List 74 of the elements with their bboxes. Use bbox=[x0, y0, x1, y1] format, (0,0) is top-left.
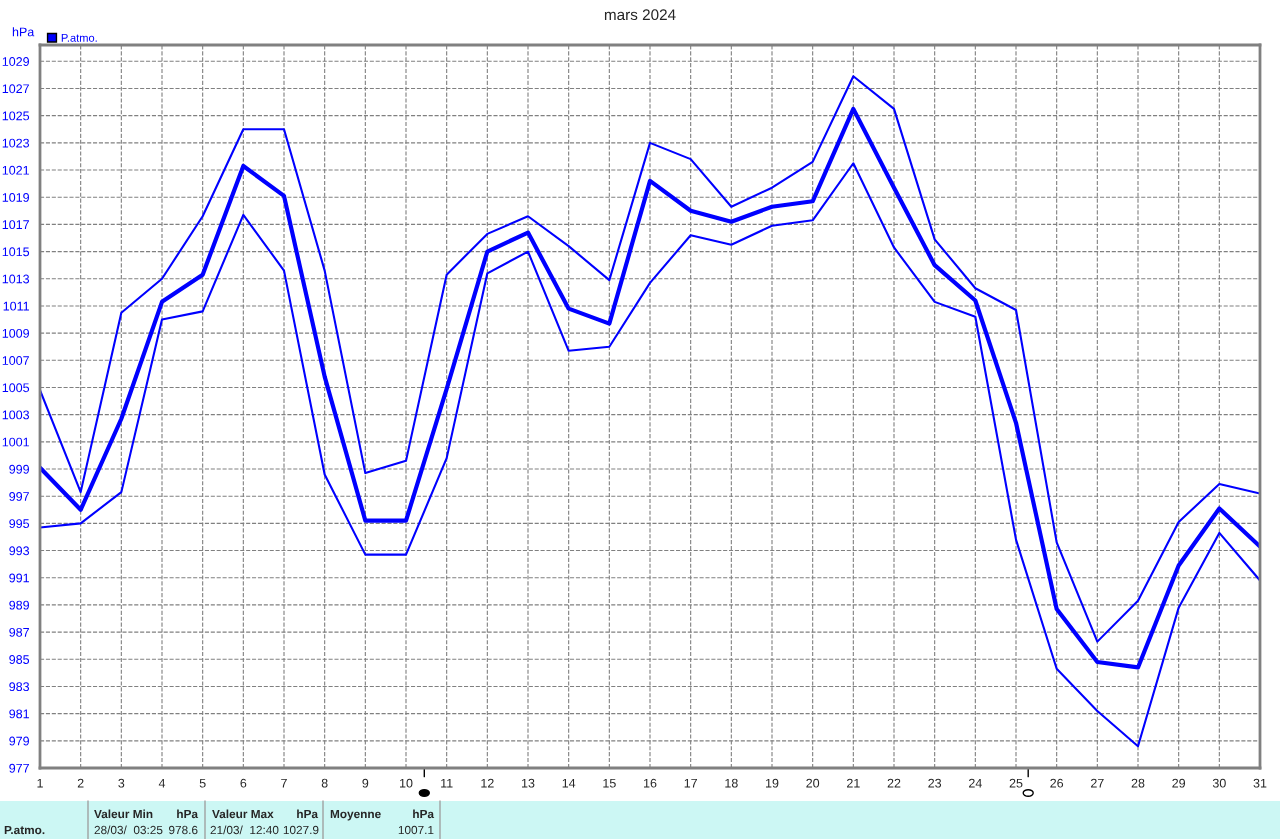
y-tick-label: 1025 bbox=[2, 111, 30, 121]
text: hPa bbox=[413, 809, 435, 819]
y-tick-label: 989 bbox=[9, 600, 29, 610]
y-tick-label: 1003 bbox=[2, 410, 30, 420]
y-axis-title: hPa bbox=[12, 27, 35, 37]
text: 28/03/ 03:25 bbox=[94, 825, 163, 835]
x-tick-label: 9 bbox=[362, 778, 369, 788]
y-tick-label: 987 bbox=[9, 627, 29, 637]
x-tick-label: 8 bbox=[321, 778, 328, 788]
y-tick-label: 979 bbox=[9, 736, 29, 746]
x-tick-label: 5 bbox=[199, 778, 206, 788]
y-tick-label: 1015 bbox=[2, 247, 30, 257]
chart-title: mars 2024 bbox=[604, 9, 676, 21]
y-tick-label: 1027 bbox=[2, 84, 29, 94]
x-tick-label: 19 bbox=[766, 778, 779, 788]
text: hPa bbox=[297, 809, 319, 819]
y-tick-label: 1029 bbox=[2, 57, 29, 66]
y-tick-label: 977 bbox=[9, 763, 29, 773]
text: 1007.1 bbox=[398, 825, 434, 835]
x-tick-label: 13 bbox=[522, 778, 535, 788]
x-tick-label: 31 bbox=[1253, 778, 1267, 788]
x-tick-label: 2 bbox=[77, 778, 84, 788]
x-tick-label: 29 bbox=[1172, 778, 1186, 788]
text: 1027.9 bbox=[283, 825, 319, 835]
text: hPa bbox=[177, 809, 199, 819]
text: Valeur Min bbox=[94, 809, 153, 819]
x-tick-label: 27 bbox=[1091, 778, 1104, 788]
x-tick-label: 1 bbox=[37, 778, 43, 788]
x-tick-label: 11 bbox=[441, 778, 453, 788]
x-tick-label: 4 bbox=[158, 778, 166, 788]
x-tick-label: 22 bbox=[887, 778, 901, 788]
x-tick-label: 16 bbox=[644, 778, 657, 788]
y-tick-label: 985 bbox=[9, 655, 30, 664]
x-tick-label: 24 bbox=[969, 778, 982, 788]
y-tick-label: 1011 bbox=[3, 301, 29, 311]
x-tick-label: 17 bbox=[684, 778, 697, 788]
x-tick-label: 10 bbox=[400, 778, 413, 788]
y-tick-label: 1007 bbox=[2, 356, 29, 365]
y-tick-label: 1009 bbox=[2, 328, 29, 338]
y-tick-label: 1001 bbox=[2, 437, 29, 447]
line-series bbox=[40, 162, 1260, 748]
text: Valeur Max bbox=[212, 809, 274, 819]
y-tick-label: 1017 bbox=[2, 220, 29, 230]
y-tick-label: 993 bbox=[9, 546, 30, 556]
y-tick-label: 1013 bbox=[2, 274, 30, 284]
x-tick-label: 18 bbox=[725, 778, 738, 788]
x-tick-label: 6 bbox=[240, 778, 247, 788]
y-tick-label: 1019 bbox=[2, 193, 29, 202]
y-tick-label: 995 bbox=[9, 519, 30, 529]
x-tick-label: 15 bbox=[603, 778, 616, 788]
x-tick-label: 20 bbox=[806, 778, 820, 788]
x-tick-label: 14 bbox=[562, 778, 576, 788]
y-tick-label: 983 bbox=[9, 682, 30, 692]
text: P.atmo. bbox=[4, 825, 45, 835]
x-tick-label: 21 bbox=[847, 778, 860, 788]
y-tick-label: 999 bbox=[9, 464, 29, 474]
y-tick-label: 997 bbox=[9, 492, 29, 501]
x-tick-label: 30 bbox=[1212, 778, 1226, 788]
legend-label: P.atmo. bbox=[61, 34, 97, 42]
y-tick-label: 1005 bbox=[2, 383, 30, 393]
y-tick-label: 991 bbox=[9, 573, 29, 583]
x-tick-label: 12 bbox=[481, 778, 494, 788]
x-tick-label: 23 bbox=[928, 778, 942, 788]
x-tick-label: 7 bbox=[281, 778, 287, 788]
text: 978.6 bbox=[169, 825, 198, 835]
y-tick-label: 981 bbox=[9, 709, 29, 719]
x-tick-label: 25 bbox=[1009, 778, 1023, 788]
x-tick-label: 26 bbox=[1050, 778, 1064, 788]
text: Moyenne bbox=[330, 809, 381, 821]
y-tick-label: 1021 bbox=[2, 165, 29, 175]
y-tick-label: 1023 bbox=[2, 138, 30, 148]
x-tick-label: 3 bbox=[118, 778, 125, 788]
x-tick-label: 28 bbox=[1131, 778, 1145, 788]
text: 21/03/ 12:40 bbox=[210, 825, 279, 835]
